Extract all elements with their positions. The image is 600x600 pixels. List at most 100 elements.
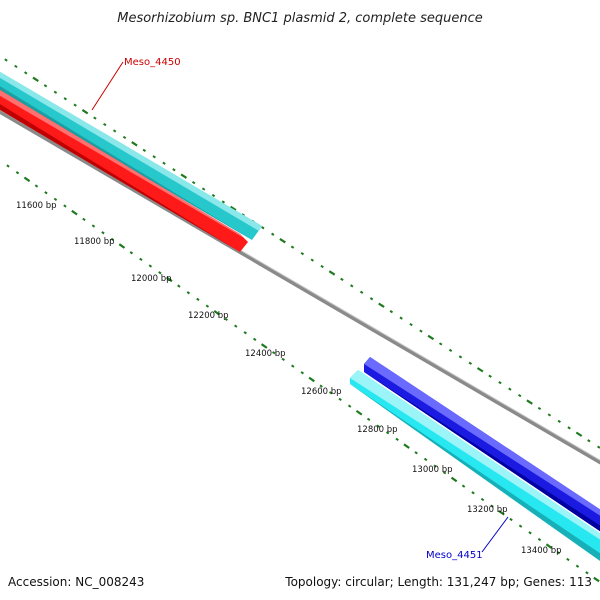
minor-tick — [139, 257, 143, 262]
minor-tick — [261, 226, 265, 230]
major-tick — [23, 176, 31, 183]
minor-tick — [34, 184, 39, 188]
major-tick — [526, 399, 533, 405]
minor-tick — [272, 351, 276, 355]
minor-tick — [234, 324, 238, 328]
minor-tick — [488, 374, 492, 378]
minor-tick — [385, 431, 390, 435]
minor-tick — [142, 148, 147, 152]
minor-tick — [537, 406, 542, 411]
minor-tick — [91, 224, 96, 228]
minor-tick — [205, 304, 210, 308]
minor-tick — [509, 517, 513, 522]
minor-tick — [271, 232, 275, 236]
gene-label-meso-4451[interactable]: Meso_4451 — [426, 550, 483, 561]
major-tick — [118, 243, 126, 249]
scale-label: 12600 bp — [301, 387, 342, 397]
minor-tick — [53, 90, 58, 94]
minor-tick — [103, 122, 107, 127]
minor-tick — [585, 571, 589, 575]
major-tick — [427, 334, 435, 341]
major-tick — [545, 543, 553, 549]
minor-tick — [300, 251, 305, 256]
minor-tick — [110, 237, 115, 242]
major-tick — [575, 431, 583, 437]
gene-blue-reverse[interactable] — [364, 357, 600, 538]
minor-tick — [566, 557, 570, 562]
minor-tick — [53, 197, 58, 202]
minor-tick — [347, 404, 352, 408]
minor-tick — [63, 97, 67, 101]
minor-tick — [389, 310, 394, 314]
scale-label: 13200 bp — [467, 505, 508, 515]
minor-tick — [518, 524, 523, 528]
minor-tick — [461, 484, 466, 488]
minor-tick — [340, 277, 344, 282]
meso-4451-leader — [481, 516, 509, 553]
map-title: Mesorhizobium sp. BNC1 plasmid 2, comple… — [117, 11, 483, 26]
minor-tick — [6, 164, 10, 168]
summary-text: Topology: circular; Length: 131,247 bp; … — [284, 575, 592, 589]
minor-tick — [148, 264, 153, 268]
minor-tick — [162, 161, 166, 165]
minor-tick — [458, 355, 463, 359]
scale-label: 12400 bp — [245, 349, 286, 359]
minor-tick — [556, 551, 561, 555]
minor-tick — [376, 424, 380, 428]
minor-tick — [369, 297, 374, 301]
major-tick — [131, 141, 138, 147]
minor-tick — [517, 393, 522, 398]
major-tick — [403, 443, 410, 449]
major-tick — [355, 409, 363, 416]
minor-tick — [224, 317, 228, 322]
major-tick — [81, 108, 89, 115]
scale-label: 12000 bp — [131, 274, 172, 284]
minor-tick — [201, 187, 206, 191]
minor-tick — [438, 342, 443, 346]
scale-labels: 11600 bp 11800 bp 12000 bp 12200 bp 1240… — [16, 201, 562, 556]
major-tick — [166, 276, 173, 283]
minor-tick — [433, 464, 437, 468]
minor-tick — [241, 213, 245, 217]
minor-tick — [442, 471, 447, 475]
gene-meso-4450[interactable] — [0, 66, 262, 240]
minor-tick — [575, 564, 580, 568]
minor-tick — [211, 193, 216, 198]
minor-tick — [253, 337, 257, 342]
accession-text: Accession: NC_008243 — [8, 575, 144, 589]
minor-tick — [366, 417, 371, 422]
outer-tick-marks — [4, 58, 600, 449]
gene-label-meso-4450[interactable]: Meso_4450 — [124, 57, 181, 68]
minor-tick — [93, 116, 97, 120]
minor-tick — [395, 437, 399, 442]
major-tick — [32, 76, 39, 83]
major-tick — [378, 302, 385, 308]
major-tick — [308, 376, 315, 383]
minor-tick — [310, 258, 314, 262]
minor-tick — [4, 58, 8, 62]
minor-tick — [196, 297, 200, 302]
gene-meso-4451[interactable] — [350, 370, 600, 568]
minor-tick — [186, 291, 191, 295]
minor-tick — [24, 71, 28, 75]
minor-tick — [221, 200, 226, 204]
inner-tick-marks — [6, 164, 600, 583]
minor-tick — [338, 397, 342, 402]
minor-tick — [291, 364, 295, 368]
major-tick — [498, 510, 505, 516]
minor-tick — [468, 361, 473, 365]
major-tick — [450, 476, 458, 483]
minor-tick — [320, 264, 324, 269]
gene-red-reverse[interactable] — [0, 84, 248, 252]
minor-tick — [73, 103, 77, 107]
minor-tick — [172, 168, 176, 172]
minor-tick — [399, 316, 403, 320]
minor-tick — [290, 245, 295, 249]
scale-label: 13400 bp — [521, 546, 562, 556]
major-tick — [279, 237, 286, 244]
minor-tick — [101, 231, 105, 235]
minor-tick — [490, 504, 494, 508]
major-tick — [476, 367, 484, 373]
minor-tick — [152, 155, 156, 159]
